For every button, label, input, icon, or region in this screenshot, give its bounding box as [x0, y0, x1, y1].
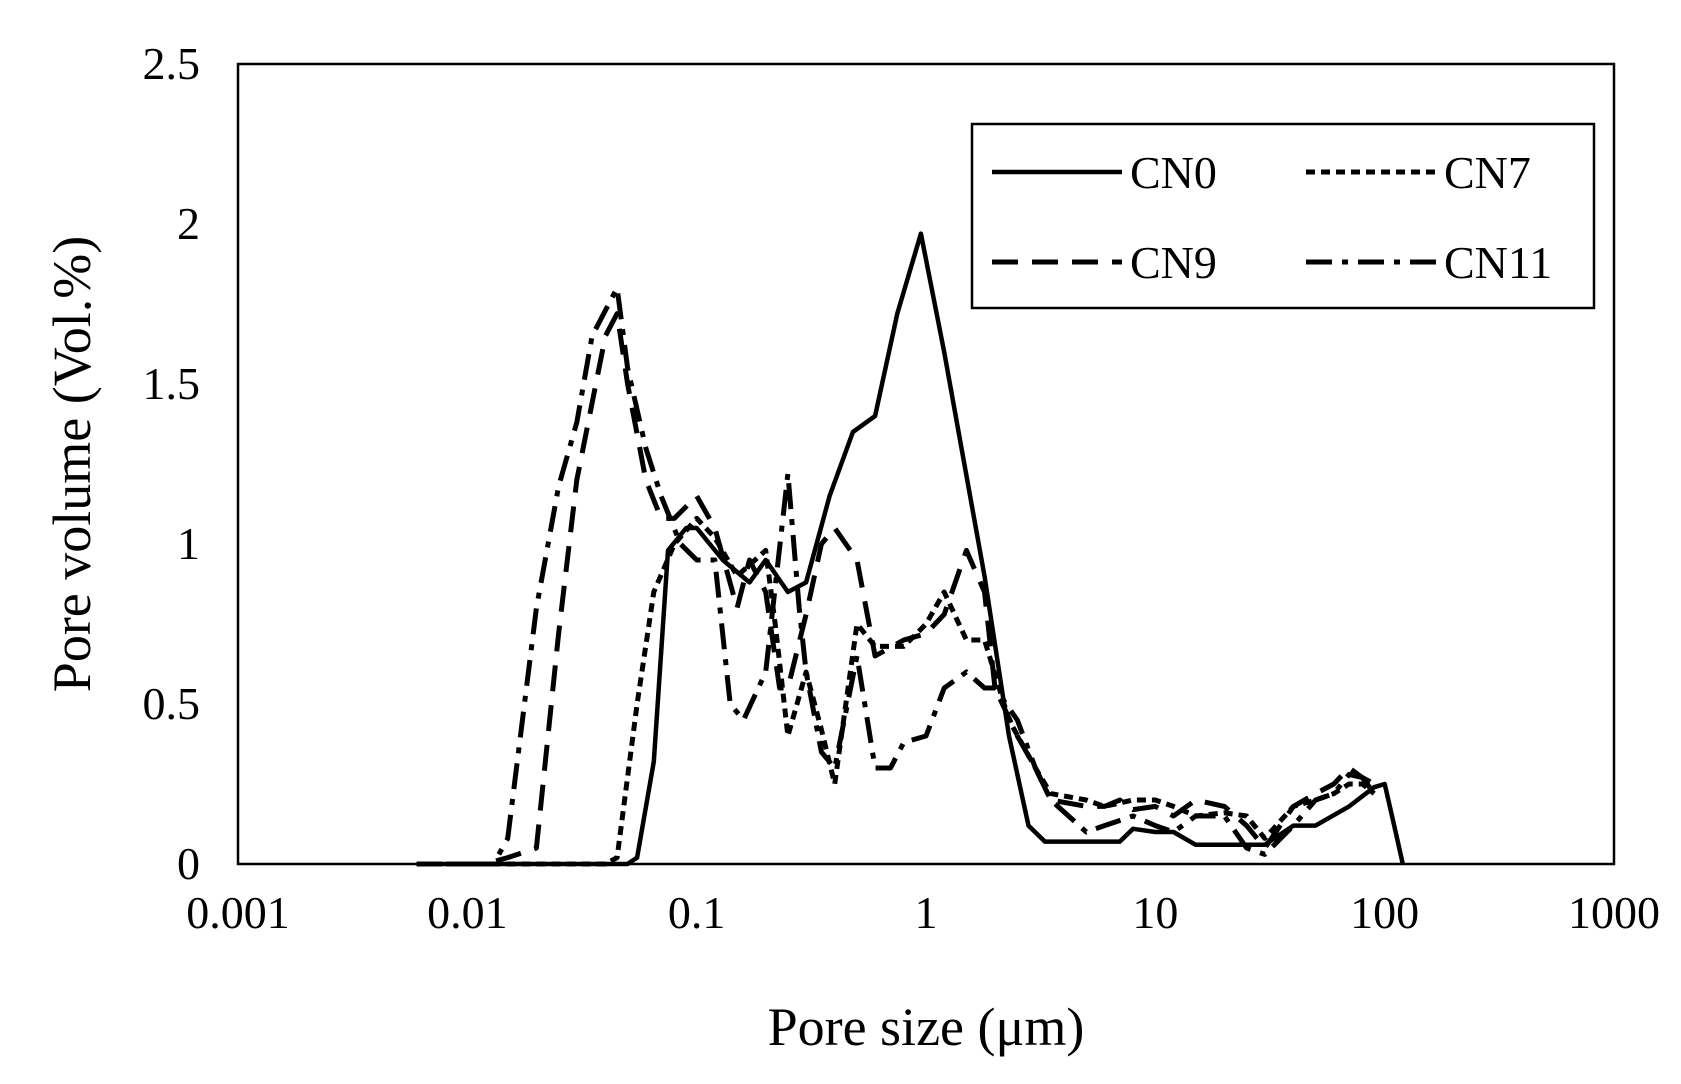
legend-label-cn9: CN9 [1130, 237, 1217, 288]
x-tick-label: 1 [915, 887, 938, 938]
x-tick-label: 10 [1132, 887, 1178, 938]
x-tick-label: 100 [1350, 887, 1419, 938]
series-layer [416, 231, 1405, 867]
y-tick-label: 2.5 [143, 38, 201, 89]
y-axis-title: Pore volume (Vol.%) [42, 236, 102, 692]
plot-frame [236, 62, 1616, 866]
y-tick-label: 0.5 [143, 678, 201, 729]
series-line-cn0 [416, 231, 1405, 867]
x-tick-label: 0.001 [186, 887, 290, 938]
y-tick-label: 1 [177, 518, 200, 569]
y-tick-labels: 0 0.5 1 1.5 2 2.5 [143, 38, 201, 889]
x-tick-label: 0.1 [668, 887, 726, 938]
series-line-cn9 [416, 311, 1377, 867]
x-tick-label: 1000 [1568, 887, 1660, 938]
series-line-cn11 [416, 285, 1376, 867]
legend-label-cn11: CN11 [1444, 237, 1552, 288]
legend: CN0 CN7 CN9 CN11 [970, 122, 1596, 310]
x-tick-label: 0.01 [427, 887, 508, 938]
x-axis-title: Pore size (μm) [768, 997, 1085, 1057]
legend-label-cn0: CN0 [1130, 147, 1217, 198]
y-tick-label: 1.5 [143, 358, 201, 409]
legend-box [970, 122, 1596, 310]
series-line-cn7 [416, 515, 1376, 867]
legend-label-cn7: CN7 [1444, 147, 1531, 198]
y-tick-label: 2 [177, 198, 200, 249]
x-tick-labels: 0.001 0.01 0.1 1 10 100 1000 [186, 887, 1660, 938]
y-tick-label: 0 [177, 838, 200, 889]
